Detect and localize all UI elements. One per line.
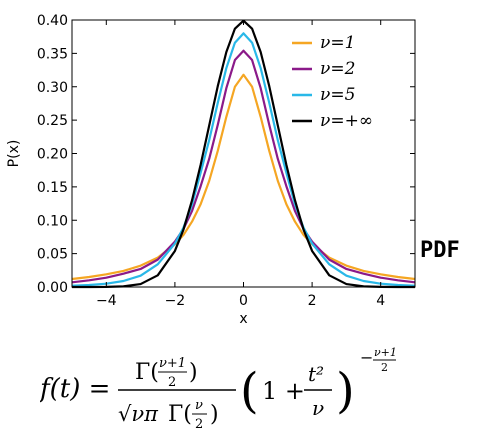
formula: f(t) = Γ( ν+1 2 ) √νπ Γ( ν 2 ) ( 1 + t² … bbox=[40, 346, 397, 432]
legend-label: ν=2 bbox=[320, 59, 355, 79]
legend-label: ν=+∞ bbox=[320, 111, 373, 131]
formula-num-frac-bot: 2 bbox=[168, 375, 176, 390]
series-line-3 bbox=[71, 19, 416, 289]
y-axis-label: P(x) bbox=[6, 140, 22, 168]
formula-exp-top: ν+1 bbox=[374, 346, 397, 359]
formula-t-squared: t² bbox=[308, 362, 324, 386]
formula-one-plus: 1 + bbox=[262, 377, 305, 405]
y-tick-label: 0.40 bbox=[37, 13, 68, 29]
formula-den-close: ) bbox=[210, 402, 219, 427]
formula-paren-close: ) bbox=[336, 363, 355, 419]
formula-exp-bot: 2 bbox=[381, 361, 388, 374]
legend-label: ν=5 bbox=[320, 85, 355, 105]
series-line-1 bbox=[71, 49, 416, 284]
formula-paren-open: ( bbox=[240, 363, 259, 419]
series-line-2 bbox=[71, 32, 416, 287]
x-tick-label: 0 bbox=[239, 293, 248, 309]
x-axis-label: x bbox=[239, 311, 247, 327]
y-tick-label: 0.15 bbox=[37, 180, 68, 196]
formula-den-frac-bot: 2 bbox=[195, 417, 203, 432]
formula-den-sqrt: √νπ bbox=[118, 402, 159, 426]
legend-label: ν=1 bbox=[320, 33, 355, 53]
x-tick-label: 2 bbox=[308, 293, 317, 309]
x-tick-label: −2 bbox=[165, 293, 186, 309]
y-tick-label: 0.05 bbox=[37, 247, 68, 263]
y-tick-label: 0.20 bbox=[37, 147, 68, 163]
student-t-chart: −4 −2 0 2 4 0.00 0.05 0.10 0.15 0.20 0.25 0.30 0.35 0… bbox=[6, 13, 416, 327]
formula-lhs: f(t) = bbox=[40, 374, 110, 404]
formula-num-gamma: Γ( bbox=[135, 360, 159, 385]
plot-frame bbox=[71, 19, 416, 288]
x-tick-label: 4 bbox=[376, 293, 385, 309]
y-tick-label: 0.25 bbox=[37, 113, 68, 129]
formula-den-gamma: Γ( bbox=[168, 402, 192, 427]
formula-nu: ν bbox=[312, 396, 324, 420]
formula-num-frac-top: ν+1 bbox=[159, 356, 186, 371]
y-tick-label: 0.00 bbox=[37, 280, 68, 296]
y-tick-label: 0.10 bbox=[37, 213, 68, 229]
y-tick-label: 0.35 bbox=[37, 46, 68, 62]
x-tick-label: −4 bbox=[96, 293, 117, 309]
formula-den-frac-top: ν bbox=[195, 398, 203, 413]
y-tick-label: 0.30 bbox=[37, 80, 68, 96]
formula-exp-minus: − bbox=[360, 348, 373, 367]
series-line-0 bbox=[71, 73, 416, 281]
pdf-label: PDF bbox=[420, 238, 460, 263]
formula-num-close: ) bbox=[189, 360, 198, 385]
